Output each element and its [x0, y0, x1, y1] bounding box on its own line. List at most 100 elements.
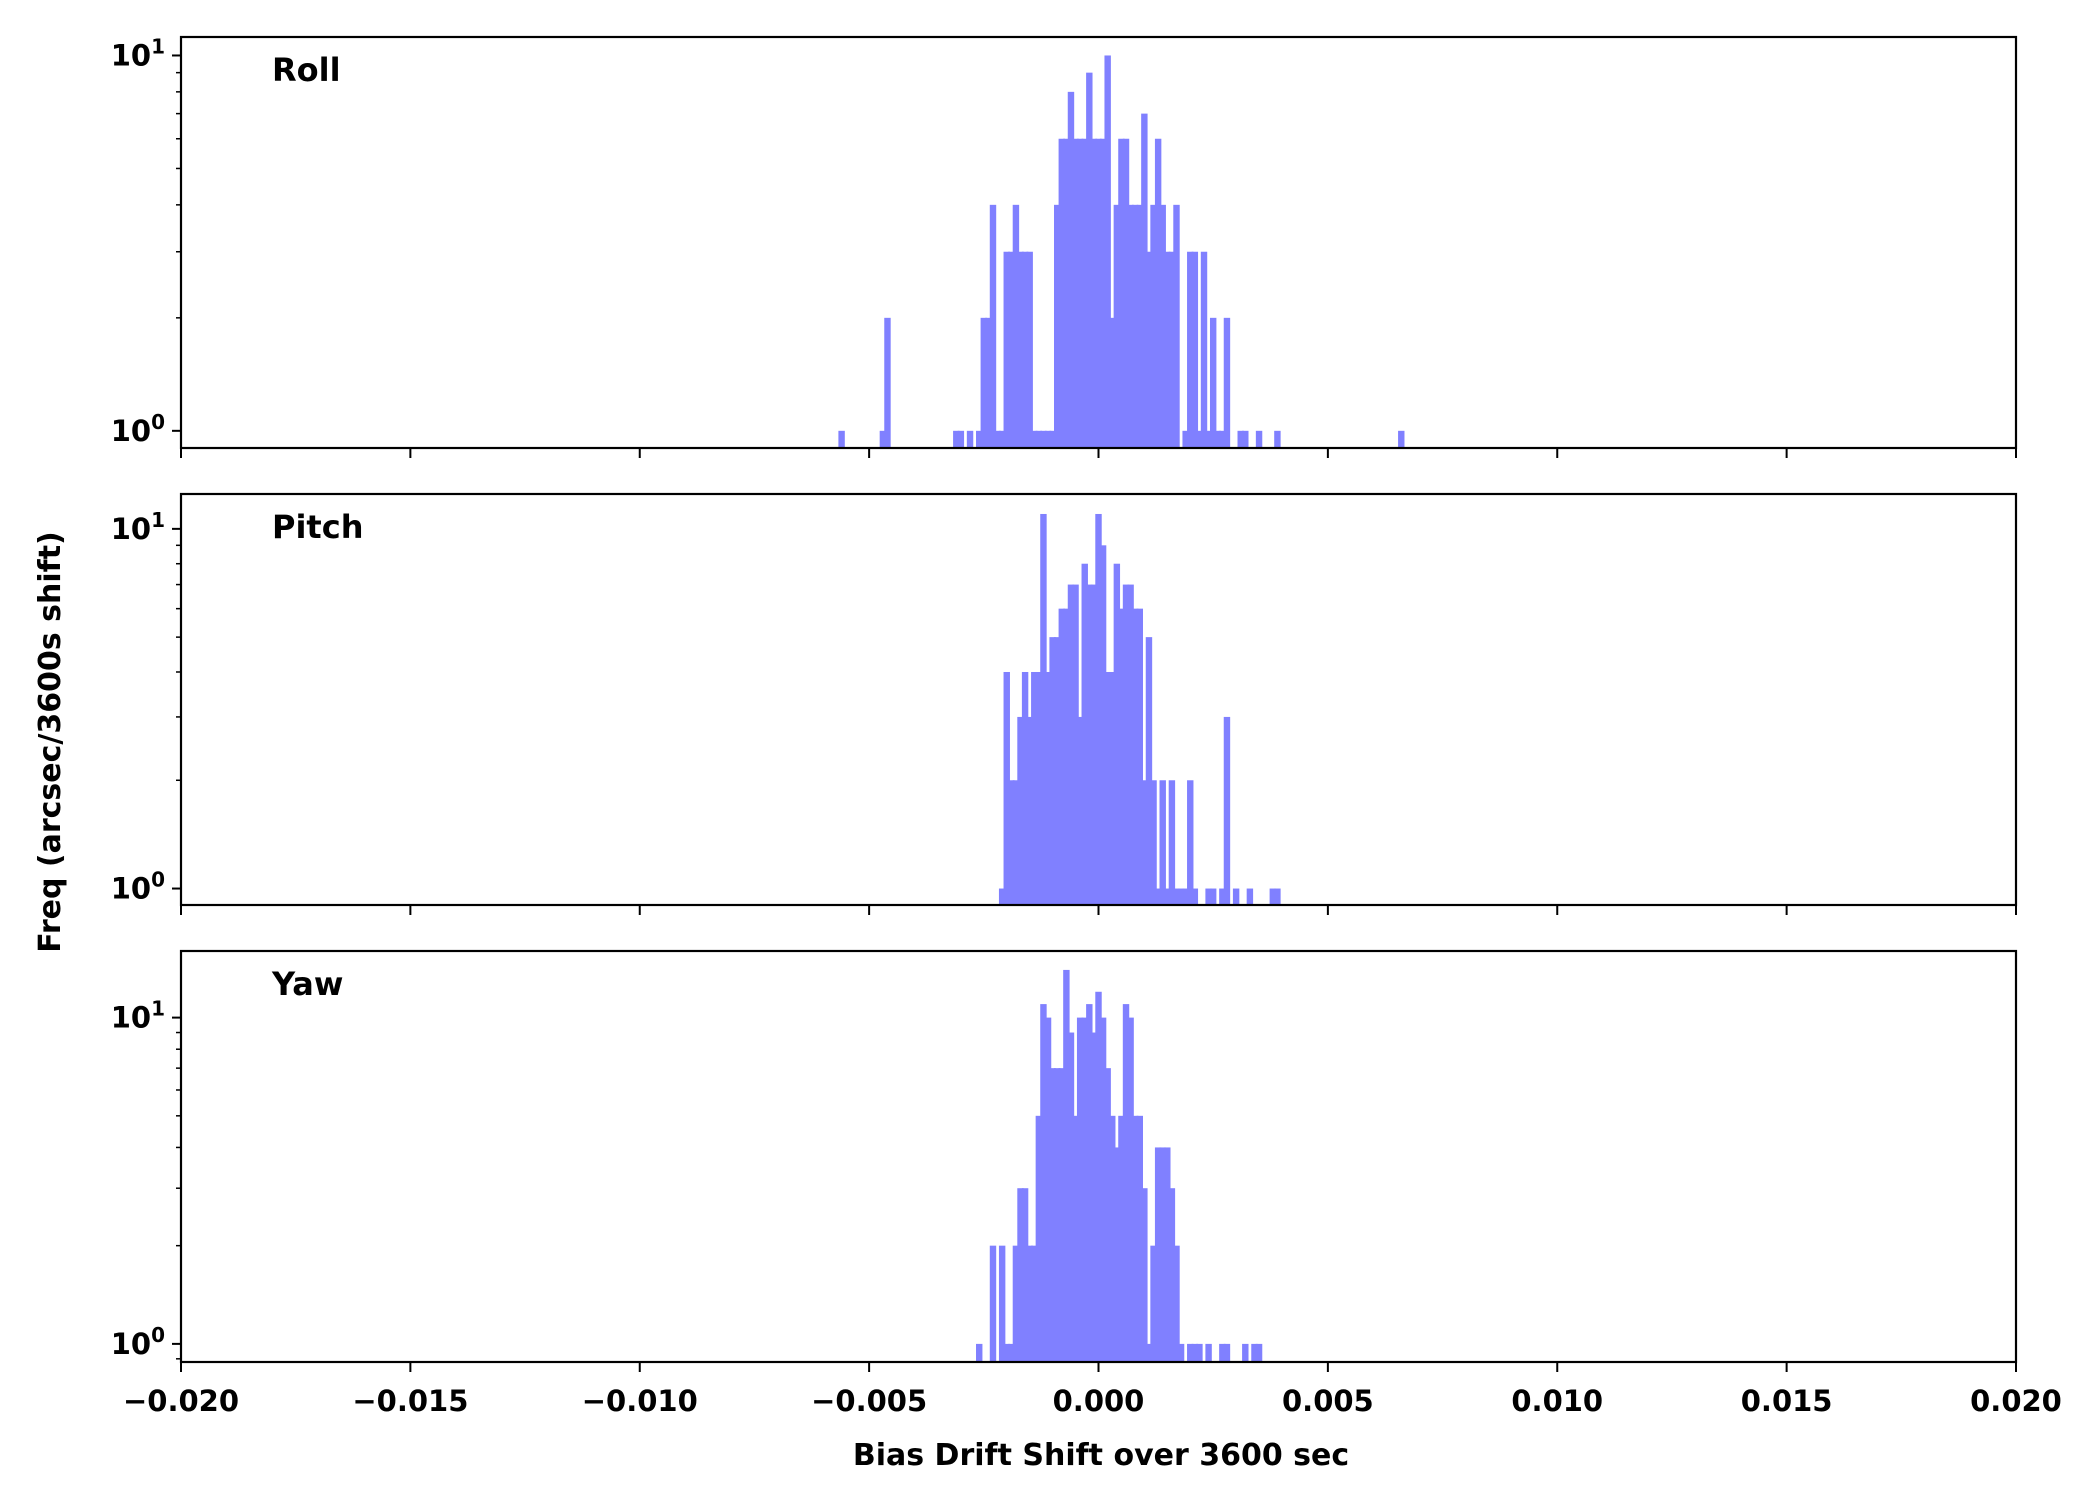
histogram-bar — [1104, 671, 1111, 905]
histogram-bar — [998, 888, 1006, 905]
histogram-bar — [1154, 1147, 1162, 1362]
histogram-bar — [1136, 204, 1143, 448]
histogram-bar — [1104, 55, 1111, 448]
histogram-bar — [1012, 204, 1020, 448]
histogram-bar — [1063, 969, 1070, 1362]
histogram-bar — [1205, 430, 1212, 448]
histogram-bar — [1168, 780, 1176, 905]
histogram-bar — [1131, 608, 1139, 905]
histogram-bar — [1081, 138, 1088, 448]
histogram-bar — [1076, 1017, 1084, 1362]
panel-yaw: Yaw 100 101 −0.020 −0.015 −0.010 −0.005 0.000 0.… — [111, 949, 2062, 1418]
histogram-bar — [1173, 204, 1180, 448]
y-axis-label: Freq (arcsec/3600s shift) — [33, 531, 68, 953]
histogram-bar — [976, 1343, 983, 1362]
histogram-bar — [1031, 430, 1038, 448]
histogram-bar — [1072, 584, 1079, 905]
histogram-bar — [980, 317, 988, 448]
histogram-bar — [1154, 138, 1162, 448]
x-tick-label: 0.015 — [1741, 1384, 1833, 1418]
histogram-bar — [1164, 1147, 1171, 1362]
histogram-bar — [1072, 1115, 1079, 1362]
histogram-bar — [1232, 888, 1240, 905]
histogram-bar — [1008, 1343, 1015, 1362]
histogram-bar — [1113, 563, 1121, 905]
histogram-bar — [1049, 637, 1056, 905]
histogram-bar — [1223, 1343, 1231, 1362]
histogram-bar — [966, 430, 974, 448]
histogram-bar — [1040, 1004, 1047, 1362]
histogram-bar — [1017, 1188, 1024, 1362]
histogram-bar — [1196, 430, 1203, 448]
histogram-bar — [998, 1245, 1006, 1362]
histogram-bar — [884, 317, 891, 448]
histogram-bar — [1109, 317, 1116, 448]
x-tick-label: −0.015 — [352, 1384, 468, 1418]
histogram-bar — [989, 1245, 997, 1362]
histogram-bar — [1090, 138, 1098, 448]
histogram-bar — [1054, 204, 1061, 448]
histogram-bar — [1145, 637, 1153, 905]
histogram-bar — [1109, 671, 1116, 905]
x-tick-label: −0.005 — [811, 1384, 927, 1418]
histogram-bar — [1122, 1004, 1130, 1362]
histogram-bar — [1173, 1245, 1180, 1362]
histogram-bar — [1168, 1188, 1176, 1362]
histogram-bar — [1209, 317, 1217, 448]
histogram-bar — [1086, 72, 1093, 449]
histogram-bar — [1012, 1245, 1020, 1362]
histogram-bar — [1031, 1245, 1038, 1362]
histogram-bar — [1035, 671, 1043, 905]
histogram-bar — [1127, 204, 1134, 448]
histogram-bar — [1113, 204, 1121, 448]
histogram-bar — [1040, 430, 1047, 448]
histogram-bar — [1209, 888, 1217, 905]
histogram-bar — [1099, 138, 1107, 448]
histogram-bar — [1090, 1032, 1098, 1362]
histogram-bar — [1113, 1147, 1121, 1362]
histogram-bar — [1044, 1017, 1052, 1362]
histogram-bar — [1012, 780, 1020, 905]
histogram-bar — [1118, 1115, 1125, 1362]
histogram-bar — [1058, 1068, 1066, 1362]
histogram-bar — [1187, 780, 1194, 905]
histogram-bar — [1003, 1343, 1010, 1362]
histogram-bar — [1141, 113, 1148, 449]
histogram-bar — [1122, 138, 1130, 448]
panel-roll: Roll 100 101 — [111, 34, 2018, 458]
histogram-bar — [1058, 138, 1066, 448]
histogram-bar — [1099, 1017, 1107, 1362]
histogram-bar — [1398, 430, 1405, 448]
histogram-bar — [976, 430, 983, 448]
histogram-bar — [985, 317, 992, 448]
histogram-bar — [1026, 716, 1033, 905]
histogram-bar — [1200, 251, 1208, 448]
histogram-bar — [1072, 138, 1079, 448]
histogram-bar — [1214, 430, 1221, 448]
histogram-bar — [1058, 608, 1066, 905]
histogram-bar — [1164, 251, 1171, 448]
histogram-bar — [998, 430, 1006, 448]
histogram-bar — [1136, 608, 1143, 905]
histogram-bar — [1159, 204, 1166, 448]
histogram-bar — [1017, 251, 1024, 448]
histogram-bar — [1274, 430, 1281, 448]
histogram-bar — [1164, 888, 1171, 905]
histogram-bar — [1255, 1343, 1263, 1362]
histogram-bar — [1067, 91, 1075, 448]
histogram-bar — [957, 430, 965, 448]
histogram-bar — [1021, 1188, 1029, 1362]
histogram-bar — [1242, 430, 1249, 448]
histogram-bar — [1063, 138, 1070, 448]
histogram-bar — [1003, 671, 1010, 905]
histogram-bar — [1049, 1068, 1056, 1362]
histogram-bar — [1177, 888, 1185, 905]
histogram-bar — [1154, 888, 1162, 905]
histogram-bar — [1109, 1115, 1116, 1362]
x-tick-label: −0.010 — [582, 1384, 698, 1418]
y-tick-label: 100 — [111, 410, 165, 448]
histogram-bar — [1145, 251, 1153, 448]
histogram-bar — [1118, 138, 1125, 448]
histogram-bar — [1219, 1343, 1226, 1362]
histogram-bar — [1021, 671, 1029, 905]
